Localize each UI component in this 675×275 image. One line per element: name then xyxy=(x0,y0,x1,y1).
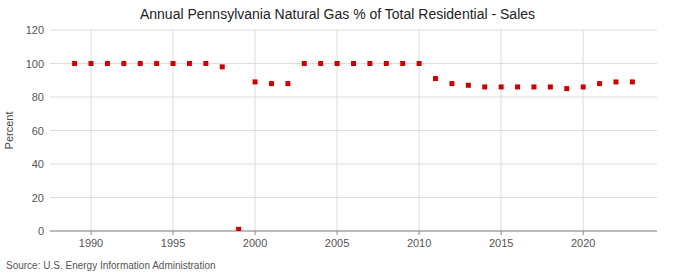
chart: Annual Pennsylvania Natural Gas % of Tot… xyxy=(0,0,675,275)
point xyxy=(581,84,586,89)
point xyxy=(531,84,536,89)
y-grid-line xyxy=(50,164,657,165)
y-axis-label: Percent xyxy=(3,112,15,150)
x-grid-line xyxy=(337,30,338,231)
point xyxy=(89,61,94,66)
title: Annual Pennsylvania Natural Gas % of Tot… xyxy=(140,6,535,22)
point xyxy=(466,83,471,88)
point xyxy=(482,84,487,89)
point xyxy=(351,61,356,66)
point xyxy=(253,79,258,84)
x-grid-line xyxy=(173,30,174,231)
point xyxy=(285,81,290,86)
point xyxy=(384,61,389,66)
x-grid-line xyxy=(91,30,92,231)
x-tick xyxy=(583,231,584,235)
point xyxy=(367,61,372,66)
y-tick-label: 0 xyxy=(38,225,44,237)
chart-container: Annual Pennsylvania Natural Gas % of Tot… xyxy=(0,0,675,275)
point xyxy=(449,81,454,86)
point xyxy=(72,61,77,66)
x-tick-label: 2005 xyxy=(325,237,349,249)
x-tick xyxy=(91,231,92,235)
point xyxy=(548,84,553,89)
y-grid-line xyxy=(50,130,657,131)
point xyxy=(433,76,438,81)
y-grid-line xyxy=(50,231,657,232)
y-grid-line xyxy=(50,97,657,98)
point xyxy=(613,79,618,84)
point xyxy=(121,61,126,66)
point xyxy=(515,84,520,89)
x-axis-line xyxy=(50,231,657,232)
point xyxy=(203,61,208,66)
point xyxy=(236,227,241,231)
x-grid-line xyxy=(501,30,502,231)
source-note: Source: U.S. Energy Information Administ… xyxy=(6,260,216,271)
point xyxy=(630,79,635,84)
x-tick-label: 1995 xyxy=(161,237,185,249)
point xyxy=(318,61,323,66)
x-tick-label: 2010 xyxy=(407,237,431,249)
x-tick xyxy=(501,231,502,235)
point xyxy=(171,61,176,66)
x-tick-label: 2020 xyxy=(571,237,595,249)
x-tick xyxy=(255,231,256,235)
y-tick-label: 120 xyxy=(26,24,44,36)
point xyxy=(269,81,274,86)
point xyxy=(187,61,192,66)
point xyxy=(302,61,307,66)
point xyxy=(138,61,143,66)
point xyxy=(499,84,504,89)
x-grid-line xyxy=(419,30,420,231)
y-tick-label: 40 xyxy=(32,158,44,170)
y-grid-line xyxy=(50,30,657,31)
y-tick-label: 20 xyxy=(32,192,44,204)
x-grid-line xyxy=(255,30,256,231)
grid xyxy=(50,30,657,231)
point xyxy=(400,61,405,66)
point xyxy=(105,61,110,66)
x-tick-label: 2015 xyxy=(489,237,513,249)
points xyxy=(72,61,635,231)
x-tick xyxy=(337,231,338,235)
y-grid-line xyxy=(50,197,657,198)
point xyxy=(154,61,159,66)
x-tick-label: 1990 xyxy=(79,237,103,249)
point xyxy=(564,86,569,91)
y-tick-label: 80 xyxy=(32,91,44,103)
point xyxy=(220,64,225,69)
point xyxy=(335,61,340,66)
x-tick-label: 2000 xyxy=(243,237,267,249)
y-tick-label: 60 xyxy=(32,125,44,137)
point xyxy=(417,61,422,66)
axes: 0 20 40 60 80 100 120 1990 1995 2000 2005 2010 2015 2… xyxy=(26,24,657,249)
x-tick xyxy=(173,231,174,235)
point xyxy=(597,81,602,86)
x-tick xyxy=(419,231,420,235)
y-tick-label: 100 xyxy=(26,58,44,70)
x-grid-line xyxy=(583,30,584,231)
